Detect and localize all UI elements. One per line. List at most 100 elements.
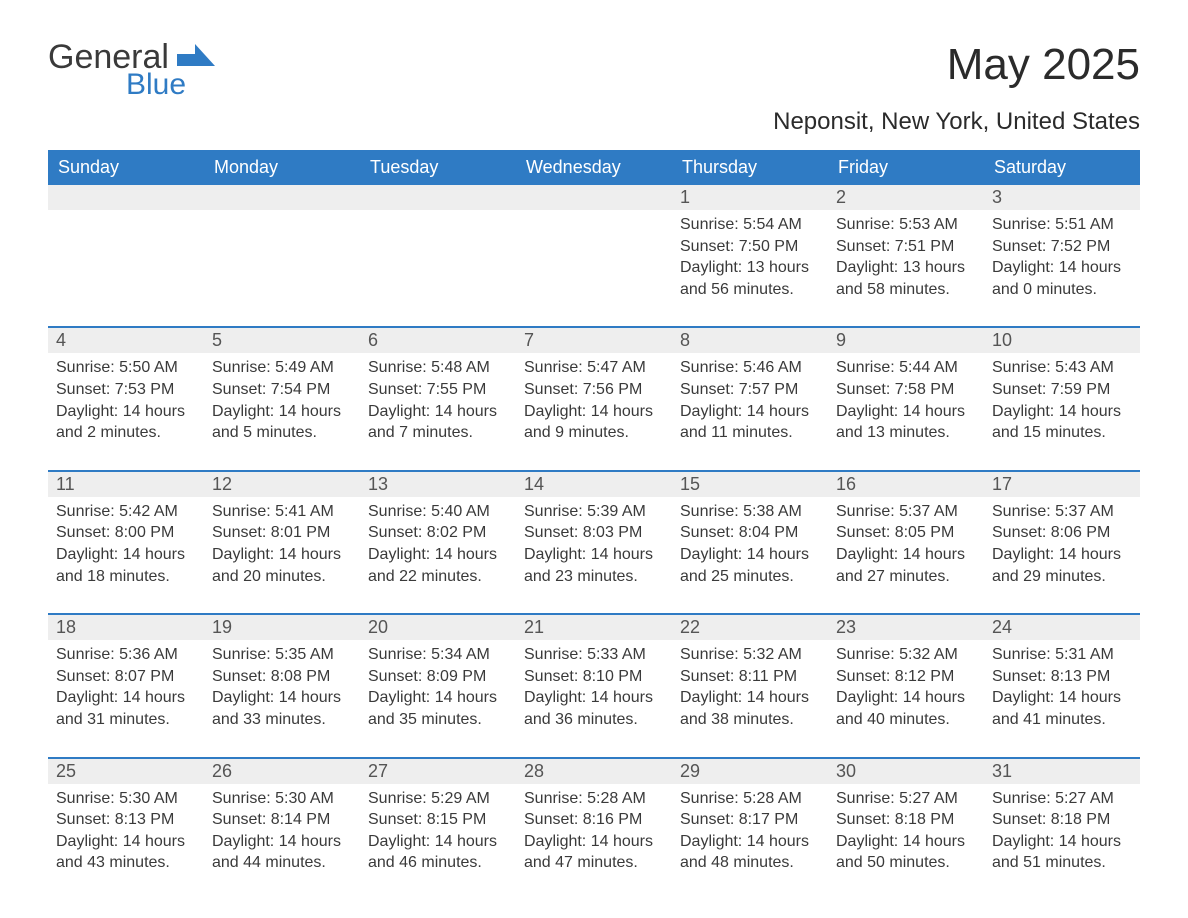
sunrise-line: Sunrise: 5:46 AM: [680, 357, 820, 379]
daylight-line: Daylight: 14 hours and 44 minutes.: [212, 831, 352, 874]
sunrise-line: Sunrise: 5:33 AM: [524, 644, 664, 666]
dow-cell: Monday: [204, 150, 360, 185]
day-cell: 5Sunrise: 5:49 AMSunset: 7:54 PMDaylight…: [204, 328, 360, 453]
sunset-line: Sunset: 8:18 PM: [992, 809, 1132, 831]
day-cell: 2Sunrise: 5:53 AMSunset: 7:51 PMDaylight…: [828, 185, 984, 310]
daylight-line: Daylight: 14 hours and 41 minutes.: [992, 687, 1132, 730]
day-cell: 17Sunrise: 5:37 AMSunset: 8:06 PMDayligh…: [984, 472, 1140, 597]
daylight-line: Daylight: 14 hours and 7 minutes.: [368, 401, 508, 444]
sunset-line: Sunset: 8:16 PM: [524, 809, 664, 831]
day-cell: 22Sunrise: 5:32 AMSunset: 8:11 PMDayligh…: [672, 615, 828, 740]
sunrise-line: Sunrise: 5:42 AM: [56, 501, 196, 523]
day-number: 19: [204, 615, 360, 640]
day-cell: 19Sunrise: 5:35 AMSunset: 8:08 PMDayligh…: [204, 615, 360, 740]
daylight-line: Daylight: 13 hours and 58 minutes.: [836, 257, 976, 300]
day-number: 13: [360, 472, 516, 497]
day-number: 1: [672, 185, 828, 210]
header: General Blue May 2025: [48, 40, 1140, 102]
day-cell: 20Sunrise: 5:34 AMSunset: 8:09 PMDayligh…: [360, 615, 516, 740]
day-cell: 11Sunrise: 5:42 AMSunset: 8:00 PMDayligh…: [48, 472, 204, 597]
sunset-line: Sunset: 8:03 PM: [524, 522, 664, 544]
sunrise-line: Sunrise: 5:51 AM: [992, 214, 1132, 236]
sunset-line: Sunset: 8:13 PM: [56, 809, 196, 831]
week-row: 11 Sunrise: 5:42 AMSunset: 8:00 PM Dayligh…: [48, 470, 1140, 597]
day-number: 27: [360, 759, 516, 784]
sunrise-line: Sunrise: 5:35 AM: [212, 644, 352, 666]
day-cell: 15Sunrise: 5:38 AMSunset: 8:04 PMDayligh…: [672, 472, 828, 597]
daylight-line: Daylight: 14 hours and 13 minutes.: [836, 401, 976, 444]
sunrise-line: Sunrise: 5:41 AM: [212, 501, 352, 523]
sunset-line: Sunset: 8:00 PM: [56, 522, 196, 544]
day-cell: 21Sunrise: 5:33 AMSunset: 8:10 PMDayligh…: [516, 615, 672, 740]
day-cell: 3Sunrise: 5:51 AMSunset: 7:52 PMDaylight…: [984, 185, 1140, 310]
daylight-line: Daylight: 14 hours and 2 minutes.: [56, 401, 196, 444]
sunrise-line: Sunrise: 5:28 AM: [524, 788, 664, 810]
dow-cell: Thursday: [672, 150, 828, 185]
day-of-week-header: SundayMondayTuesdayWednesdayThursdayFrid…: [48, 150, 1140, 185]
daylight-line: Daylight: 14 hours and 5 minutes.: [212, 401, 352, 444]
sunrise-line: Sunrise: 5:48 AM: [368, 357, 508, 379]
sunset-line: Sunset: 8:04 PM: [680, 522, 820, 544]
daylight-line: Daylight: 14 hours and 43 minutes.: [56, 831, 196, 874]
calendar-body: 1Sunrise: 5:54 AMSunset: 7:50 PMDaylight…: [48, 185, 1140, 884]
sunset-line: Sunset: 8:17 PM: [680, 809, 820, 831]
empty-band: [204, 185, 360, 210]
daylight-line: Daylight: 14 hours and 29 minutes.: [992, 544, 1132, 587]
sunset-line: Sunset: 8:14 PM: [212, 809, 352, 831]
day-number: 5: [204, 328, 360, 353]
sunset-line: Sunset: 7:54 PM: [212, 379, 352, 401]
sunset-line: Sunset: 8:12 PM: [836, 666, 976, 688]
sunrise-line: Sunrise: 5:27 AM: [992, 788, 1132, 810]
sunset-line: Sunset: 7:53 PM: [56, 379, 196, 401]
empty-band: [48, 185, 204, 210]
day-number: 21: [516, 615, 672, 640]
day-cell: 29Sunrise: 5:28 AMSunset: 8:17 PMDayligh…: [672, 759, 828, 884]
sunset-line: Sunset: 8:07 PM: [56, 666, 196, 688]
day-cell: 27Sunrise: 5:29 AMSunset: 8:15 PMDayligh…: [360, 759, 516, 884]
day-number: 29: [672, 759, 828, 784]
daylight-line: Daylight: 14 hours and 27 minutes.: [836, 544, 976, 587]
sunrise-line: Sunrise: 5:38 AM: [680, 501, 820, 523]
daylight-line: Daylight: 14 hours and 15 minutes.: [992, 401, 1132, 444]
day-number: 10: [984, 328, 1140, 353]
sunset-line: Sunset: 8:15 PM: [368, 809, 508, 831]
sunset-line: Sunset: 8:01 PM: [212, 522, 352, 544]
sunrise-line: Sunrise: 5:44 AM: [836, 357, 976, 379]
day-cell: 28Sunrise: 5:28 AMSunset: 8:16 PMDayligh…: [516, 759, 672, 884]
day-number: 11: [48, 472, 204, 497]
calendar: SundayMondayTuesdayWednesdayThursdayFrid…: [48, 150, 1140, 884]
sunrise-line: Sunrise: 5:34 AM: [368, 644, 508, 666]
day-number: 25: [48, 759, 204, 784]
day-number: 9: [828, 328, 984, 353]
logo: General Blue: [48, 40, 215, 102]
daylight-line: Daylight: 14 hours and 22 minutes.: [368, 544, 508, 587]
daylight-line: Daylight: 14 hours and 38 minutes.: [680, 687, 820, 730]
day-number: 15: [672, 472, 828, 497]
dow-cell: Wednesday: [516, 150, 672, 185]
sunrise-line: Sunrise: 5:54 AM: [680, 214, 820, 236]
day-cell: 1Sunrise: 5:54 AMSunset: 7:50 PMDaylight…: [672, 185, 828, 310]
sunrise-line: Sunrise: 5:39 AM: [524, 501, 664, 523]
day-number: 20: [360, 615, 516, 640]
day-cell: 12Sunrise: 5:41 AMSunset: 8:01 PMDayligh…: [204, 472, 360, 597]
day-number: 2: [828, 185, 984, 210]
page-title: May 2025: [947, 40, 1140, 90]
daylight-line: Daylight: 14 hours and 48 minutes.: [680, 831, 820, 874]
day-cell: 26Sunrise: 5:30 AMSunset: 8:14 PMDayligh…: [204, 759, 360, 884]
daylight-line: Daylight: 13 hours and 56 minutes.: [680, 257, 820, 300]
sunrise-line: Sunrise: 5:43 AM: [992, 357, 1132, 379]
week-row: 18Sunrise: 5:36 AMSunset: 8:07 PMDayligh…: [48, 613, 1140, 740]
sunrise-line: Sunrise: 5:32 AM: [680, 644, 820, 666]
week-row: 1Sunrise: 5:54 AMSunset: 7:50 PMDaylight…: [48, 185, 1140, 310]
day-cell: 25Sunrise: 5:30 AMSunset: 8:13 PMDayligh…: [48, 759, 204, 884]
day-number: 8: [672, 328, 828, 353]
sunrise-line: Sunrise: 5:27 AM: [836, 788, 976, 810]
location-subtitle: Neponsit, New York, United States: [48, 108, 1140, 136]
day-number: 28: [516, 759, 672, 784]
daylight-line: Daylight: 14 hours and 35 minutes.: [368, 687, 508, 730]
day-cell: 13Sunrise: 5:40 AMSunset: 8:02 PMDayligh…: [360, 472, 516, 597]
sunset-line: Sunset: 7:57 PM: [680, 379, 820, 401]
sunrise-line: Sunrise: 5:29 AM: [368, 788, 508, 810]
sunset-line: Sunset: 7:51 PM: [836, 236, 976, 258]
dow-cell: Tuesday: [360, 150, 516, 185]
